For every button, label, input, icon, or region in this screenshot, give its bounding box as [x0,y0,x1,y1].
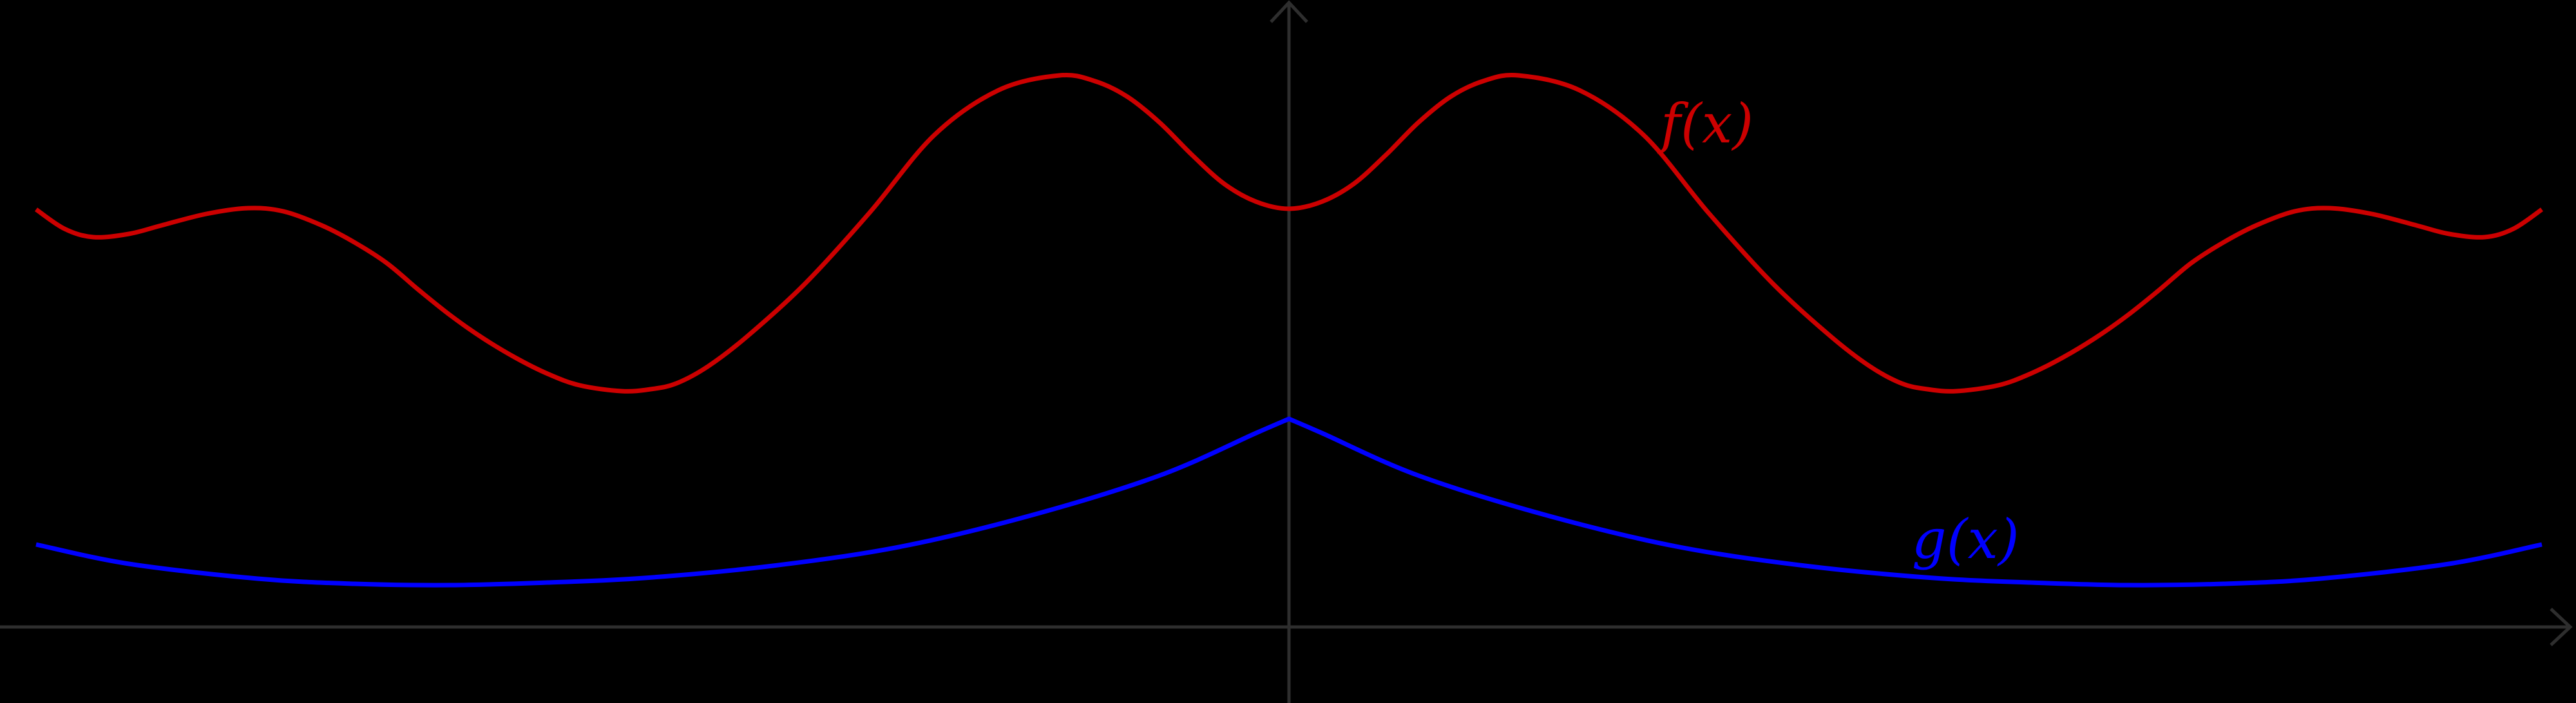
curve-label-g: g(x) [1912,508,2019,571]
curve-g [35,416,2543,588]
x-axis-arrow-icon [2550,608,2573,646]
y-axis-arrow-icon [1270,0,1308,23]
curve-label-f: f(x) [1661,92,1754,155]
curve-f [34,73,2544,394]
